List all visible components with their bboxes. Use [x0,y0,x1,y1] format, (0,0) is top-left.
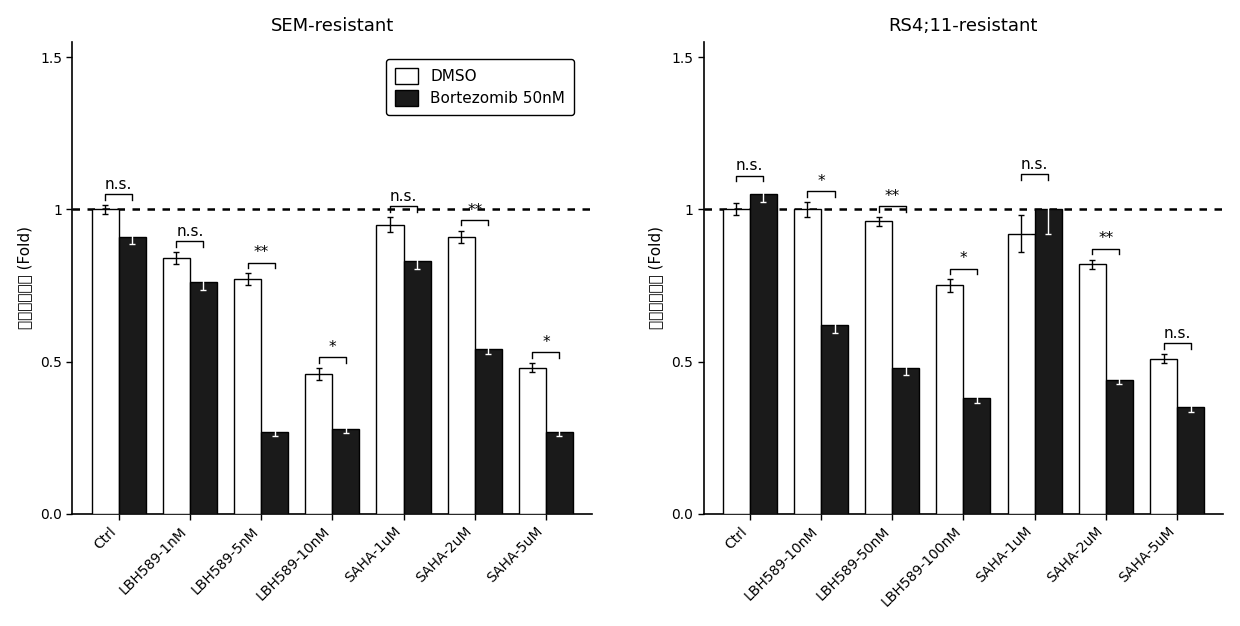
Y-axis label: 相对细胞活性 (Fold): 相对细胞活性 (Fold) [16,227,32,329]
Y-axis label: 相对细胞活性 (Fold): 相对细胞活性 (Fold) [647,227,662,329]
Text: n.s.: n.s. [176,224,203,239]
Bar [162,258,190,514]
Text: *: * [817,173,825,188]
Bar [262,432,288,514]
Bar [1079,264,1106,514]
Bar [305,374,332,514]
Text: **: ** [1099,232,1114,247]
Bar [119,237,146,514]
Bar [750,194,777,514]
Title: RS4;11-resistant: RS4;11-resistant [889,17,1038,34]
Text: **: ** [253,245,269,260]
Bar [1177,408,1204,514]
Text: *: * [960,251,967,266]
Bar [377,225,403,514]
Bar [448,237,475,514]
Text: n.s.: n.s. [1021,157,1048,172]
Text: n.s.: n.s. [105,177,133,192]
Bar [475,349,502,514]
Bar [936,285,963,514]
Bar [1034,209,1061,514]
Bar [332,429,360,514]
Bar [723,209,750,514]
Bar [190,282,217,514]
Legend: DMSO, Bortezomib 50nM: DMSO, Bortezomib 50nM [386,59,574,115]
Bar [963,398,991,514]
Bar [234,279,262,514]
Bar [546,432,573,514]
Title: SEM-resistant: SEM-resistant [270,17,394,34]
Bar [518,367,546,514]
Text: *: * [329,339,336,354]
Text: *: * [542,335,549,350]
Bar [1149,359,1177,514]
Text: n.s.: n.s. [389,189,417,204]
Bar [1008,233,1034,514]
Bar [1106,380,1133,514]
Bar [821,325,848,514]
Bar [893,367,919,514]
Bar [403,261,430,514]
Bar [866,222,893,514]
Bar [92,209,119,514]
Text: n.s.: n.s. [1163,326,1190,341]
Text: **: ** [467,203,482,217]
Bar [794,209,821,514]
Text: n.s.: n.s. [737,158,764,173]
Text: **: ** [884,189,900,204]
